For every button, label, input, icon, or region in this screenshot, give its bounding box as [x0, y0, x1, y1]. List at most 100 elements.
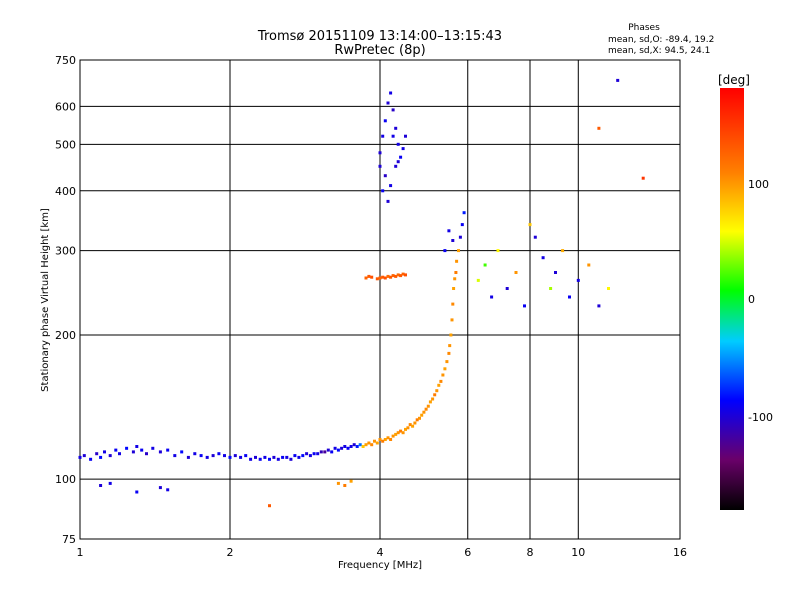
data-point — [408, 423, 412, 427]
data-point — [523, 304, 526, 308]
data-point — [263, 455, 267, 459]
y-axis-ticks: 75 100 200 300 400 500 600 750 — [55, 54, 76, 546]
data-point — [285, 455, 289, 459]
data-point — [268, 504, 271, 508]
data-point — [378, 151, 382, 155]
data-point — [404, 134, 407, 138]
y-tick-label: 750 — [55, 54, 76, 67]
data-point — [166, 488, 170, 492]
data-point — [186, 455, 190, 459]
data-point — [404, 273, 407, 277]
x-axis-label: Frequency [MHz] — [338, 560, 422, 571]
data-point — [95, 452, 99, 456]
colorbar — [720, 88, 744, 510]
data-point — [383, 276, 387, 280]
data-point — [396, 431, 400, 435]
data-point — [386, 436, 390, 440]
data-point — [533, 235, 537, 239]
data-point — [180, 450, 184, 454]
y-tick-label: 400 — [55, 185, 76, 198]
data-point — [349, 445, 353, 448]
data-point — [151, 446, 155, 450]
data-point — [99, 455, 103, 459]
data-point — [316, 452, 320, 456]
data-points — [78, 78, 645, 508]
data-point — [458, 235, 462, 239]
y-tick-label: 100 — [55, 473, 76, 486]
data-point — [378, 276, 382, 280]
data-point — [451, 239, 455, 242]
x-tick-label: 8 — [527, 546, 534, 559]
data-point — [268, 457, 271, 461]
data-point — [375, 277, 379, 281]
data-point — [401, 272, 405, 276]
colorbar-label: [deg] — [718, 73, 750, 87]
data-point — [326, 448, 330, 452]
data-point — [330, 450, 334, 454]
data-point — [391, 434, 395, 438]
data-point — [370, 443, 374, 447]
data-point — [140, 448, 144, 452]
data-point — [418, 416, 421, 420]
data-point — [389, 438, 393, 441]
data-point — [228, 455, 232, 459]
data-point — [193, 452, 197, 456]
phase-stats-o: mean, sd,O: -89.4, 19.2 — [608, 35, 714, 45]
data-point — [399, 274, 403, 278]
data-point — [89, 457, 93, 461]
data-point — [422, 410, 426, 414]
data-point — [145, 452, 148, 456]
data-point — [386, 274, 390, 278]
data-point — [447, 229, 451, 233]
data-point — [289, 457, 293, 461]
data-point — [476, 278, 480, 282]
data-point — [443, 367, 447, 371]
data-point — [597, 126, 601, 130]
data-point — [568, 295, 571, 299]
data-point — [364, 276, 368, 280]
data-point — [401, 147, 405, 151]
data-point — [391, 108, 395, 112]
data-point — [396, 142, 400, 146]
data-point — [389, 184, 393, 188]
x-tick-label: 4 — [377, 546, 384, 559]
data-point — [514, 271, 518, 274]
data-point — [394, 432, 398, 436]
data-point — [433, 393, 437, 397]
data-point — [333, 446, 337, 450]
data-point — [386, 199, 390, 203]
data-point — [396, 273, 400, 277]
data-point — [336, 448, 340, 452]
data-point — [108, 481, 112, 485]
data-point — [367, 441, 371, 445]
data-point — [375, 441, 379, 445]
data-point — [528, 223, 532, 227]
data-point — [490, 295, 494, 299]
data-point — [373, 439, 376, 443]
y-tick-label: 500 — [55, 138, 76, 151]
data-point — [114, 448, 118, 452]
data-point — [576, 278, 580, 282]
data-point — [301, 454, 305, 458]
y-tick-label: 600 — [55, 100, 76, 113]
data-point — [460, 223, 464, 227]
data-point — [428, 400, 432, 404]
data-point — [346, 446, 350, 450]
phase-stats-heading: Phases — [628, 23, 660, 33]
y-tick-label: 200 — [55, 329, 76, 342]
x-tick-label: 2 — [227, 546, 234, 559]
data-point — [323, 450, 327, 454]
data-point — [455, 259, 459, 263]
data-point — [308, 454, 312, 458]
data-point — [505, 287, 509, 290]
data-point — [272, 455, 276, 459]
x-tick-label: 10 — [571, 546, 585, 559]
data-point — [211, 454, 215, 458]
chart-subtitle: RwPretec (8p) — [334, 43, 425, 58]
data-point — [448, 344, 452, 348]
data-point — [561, 249, 565, 253]
data-point — [293, 454, 297, 458]
data-point — [394, 126, 398, 130]
data-point — [135, 490, 139, 494]
